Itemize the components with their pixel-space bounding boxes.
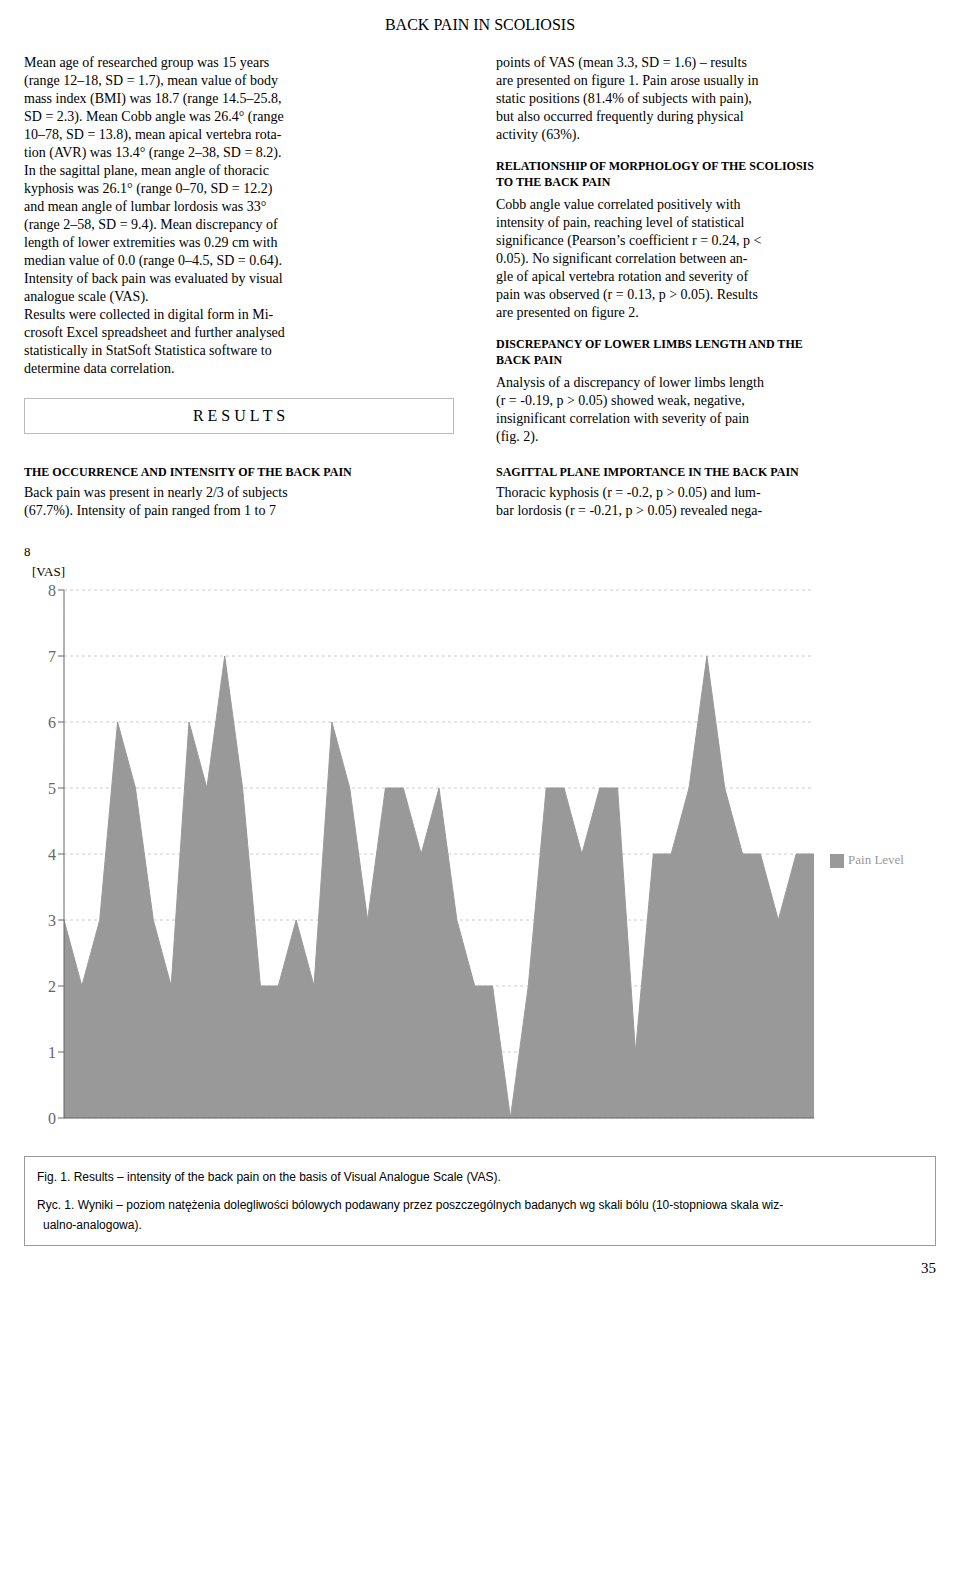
html-text:static positions (81.4% of sub: static positions (81.4% of subjects with… (496, 91, 752, 106)
html-text:intensity of pain, reaching le: intensity of pain, reaching level of sta… (496, 215, 745, 230)
html-text:Ryc. 1. Wyniki – poziom natęże: Ryc. 1. Wyniki – poziom natężenia dolegl… (37, 1198, 784, 1212)
svg-text:2: 2 (48, 978, 56, 995)
svg-text:8: 8 (48, 582, 56, 599)
html-text:[VAS]: [VAS] (32, 564, 65, 579)
html-text:bar lordosis (r = -0.21, p > 0: bar lordosis (r = -0.21, p > 0.05) revea… (496, 503, 763, 518)
html-text:Results were collected in digi: Results were collected in digital form i… (24, 307, 274, 322)
html-text:BACK PAIN: BACK PAIN (496, 353, 563, 367)
html-text:8: 8 (24, 544, 31, 559)
html-text:Analysis of a discrepancy of l: Analysis of a discrepancy of lower limbs… (496, 375, 764, 390)
html-text:SAGITTAL PLANE IMPORTANCE IN T: SAGITTAL PLANE IMPORTANCE IN THE BACK PA… (496, 465, 799, 479)
html-text:(range 12–18, SD = 1.7), mean: (range 12–18, SD = 1.7), mean value of b… (24, 73, 278, 88)
html-text:DISCREPANCY OF LOWER LIMBS LEN: DISCREPANCY OF LOWER LIMBS LENGTH AND TH… (496, 337, 803, 351)
html-text:gle of apical vertebra rotatio: gle of apical vertebra rotation and seve… (496, 269, 749, 284)
svg-text:4: 4 (48, 846, 56, 863)
html-text:TO THE BACK PAIN: TO THE BACK PAIN (496, 175, 611, 189)
html-text:length of lower extremities wa: length of lower extremities was 0.29 cm … (24, 235, 278, 250)
html-text:Back pain was present in nearl: Back pain was present in nearly 2/3 of s… (24, 485, 288, 500)
svg-text:6: 6 (48, 714, 56, 731)
html-text:activity (63%).: activity (63%). (496, 127, 580, 142)
html-text:Mean age of researched group w: Mean age of researched group was 15 year… (24, 55, 270, 70)
html-text:insignificant correlation with: insignificant correlation with severity … (496, 411, 750, 426)
html-text:Thoracic kyphosis (r = -0.2, p: Thoracic kyphosis (r = -0.2, p > 0.05) a… (496, 485, 761, 500)
html-text:SD = 2.3). Mean Cobb angle was: SD = 2.3). Mean Cobb angle was 26.4° (ra… (24, 109, 284, 124)
html-text:median value of 0.0 (range 0–4: median value of 0.0 (range 0–4.5, SD = 0… (24, 253, 282, 268)
html-text:THE OCCURRENCE AND INTENSITY O: THE OCCURRENCE AND INTENSITY OF THE BACK… (24, 465, 352, 479)
html-text:kyphosis was 26.1° (range 0–70: kyphosis was 26.1° (range 0–70, SD = 12.… (24, 181, 273, 196)
html-text:Fig. 1. Results – intensity of: Fig. 1. Results – intensity of the back … (37, 1170, 501, 1184)
html-text:and mean angle of lumbar lordo: and mean angle of lumbar lordosis was 33… (24, 199, 267, 214)
html-text:R E S U L T S: R E S U L T S (192, 407, 286, 424)
html-text:0.05). No significant correlat: 0.05). No significant correlation betwee… (496, 251, 748, 266)
html-text:Cobb angle value correlated po: Cobb angle value correlated positively w… (496, 197, 741, 212)
html-text:(r = -0.19, p > 0.05) showed w: (r = -0.19, p > 0.05) showed weak, negat… (496, 393, 745, 408)
html-text:ualno-analogowa).: ualno-analogowa). (43, 1218, 142, 1232)
svg-text:0: 0 (48, 1110, 56, 1127)
html-text:points of VAS (mean 3.3, SD =: points of VAS (mean 3.3, SD = 1.6) – res… (496, 55, 747, 70)
html-text:analogue scale (VAS).: analogue scale (VAS). (24, 289, 149, 304)
html-text:Pain Level: Pain Level (848, 852, 904, 867)
svg-text:5: 5 (48, 780, 56, 797)
html-text:but also occurred frequently d: but also occurred frequently during phys… (496, 109, 744, 124)
html-text:35: 35 (921, 1260, 936, 1276)
html-text:Intensity of back pain was eva: Intensity of back pain was evaluated by … (24, 271, 283, 286)
html-text:(67.7%). Intensity of pain ran: (67.7%). Intensity of pain ranged from 1… (24, 503, 276, 518)
svg-text:7: 7 (48, 648, 56, 665)
html-text:determine data correlation.: determine data correlation. (24, 361, 175, 376)
html-text:mass index (BMI) was 18.7 (ran: mass index (BMI) was 18.7 (range 14.5–25… (24, 91, 282, 106)
html-text:crosoft Excel spreadsheet and: crosoft Excel spreadsheet and further an… (24, 325, 285, 340)
svg-text:1: 1 (48, 1044, 56, 1061)
html-text:(range 2–58, SD = 9.4). Mean d: (range 2–58, SD = 9.4). Mean discrepancy… (24, 217, 278, 232)
html-text:are presented on figure 1. Pai: are presented on figure 1. Pain arose us… (496, 73, 759, 88)
html-text:are presented on figure 2.: are presented on figure 2. (496, 305, 639, 320)
html-text:BACK PAIN IN SCOLIOSIS: BACK PAIN IN SCOLIOSIS (384, 16, 575, 33)
html-text:significance (Pearson’s coeffi: significance (Pearson’s coefficient r = … (496, 233, 762, 248)
html-text:pain was observed (r = 0.13, p: pain was observed (r = 0.13, p > 0.05). … (496, 287, 758, 302)
html-text:(fig. 2).: (fig. 2). (496, 429, 539, 444)
html-text:RELATIONSHIP OF MORPHOLOGY OF: RELATIONSHIP OF MORPHOLOGY OF THE SCOLIO… (496, 159, 814, 173)
svg-text:3: 3 (48, 912, 56, 929)
html-text:statistically in StatSoft Stat: statistically in StatSoft Statistica sof… (24, 343, 272, 358)
html-text:In the sagittal plane, mean an: In the sagittal plane, mean angle of tho… (24, 163, 269, 178)
html-text:10–78, SD = 13.8), mean apical: 10–78, SD = 13.8), mean apical vertebra … (24, 127, 282, 142)
html-text:tion (AVR) was 13.4° (range 2–: tion (AVR) was 13.4° (range 2–38, SD = 8… (24, 145, 282, 160)
